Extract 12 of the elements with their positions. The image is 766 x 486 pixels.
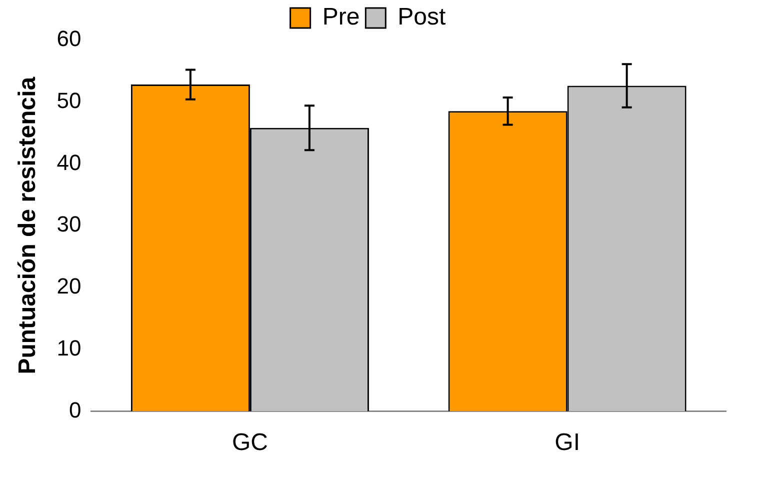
y-tick-label: 20: [56, 274, 82, 299]
y-tick-label: 0: [69, 397, 82, 422]
x-tick-label: GI: [554, 429, 580, 456]
legend-label: Post: [398, 4, 446, 31]
x-tick-label: GC: [232, 429, 268, 456]
y-tick-label: 10: [56, 335, 82, 360]
y-axis-title: Puntuación de resistencia: [14, 76, 42, 374]
y-tick-label: 40: [56, 150, 82, 175]
legend-label: Pre: [322, 4, 360, 31]
y-tick-label: 60: [56, 26, 82, 52]
y-tick-label: 30: [56, 212, 82, 237]
y-tick-label: 50: [56, 88, 82, 113]
